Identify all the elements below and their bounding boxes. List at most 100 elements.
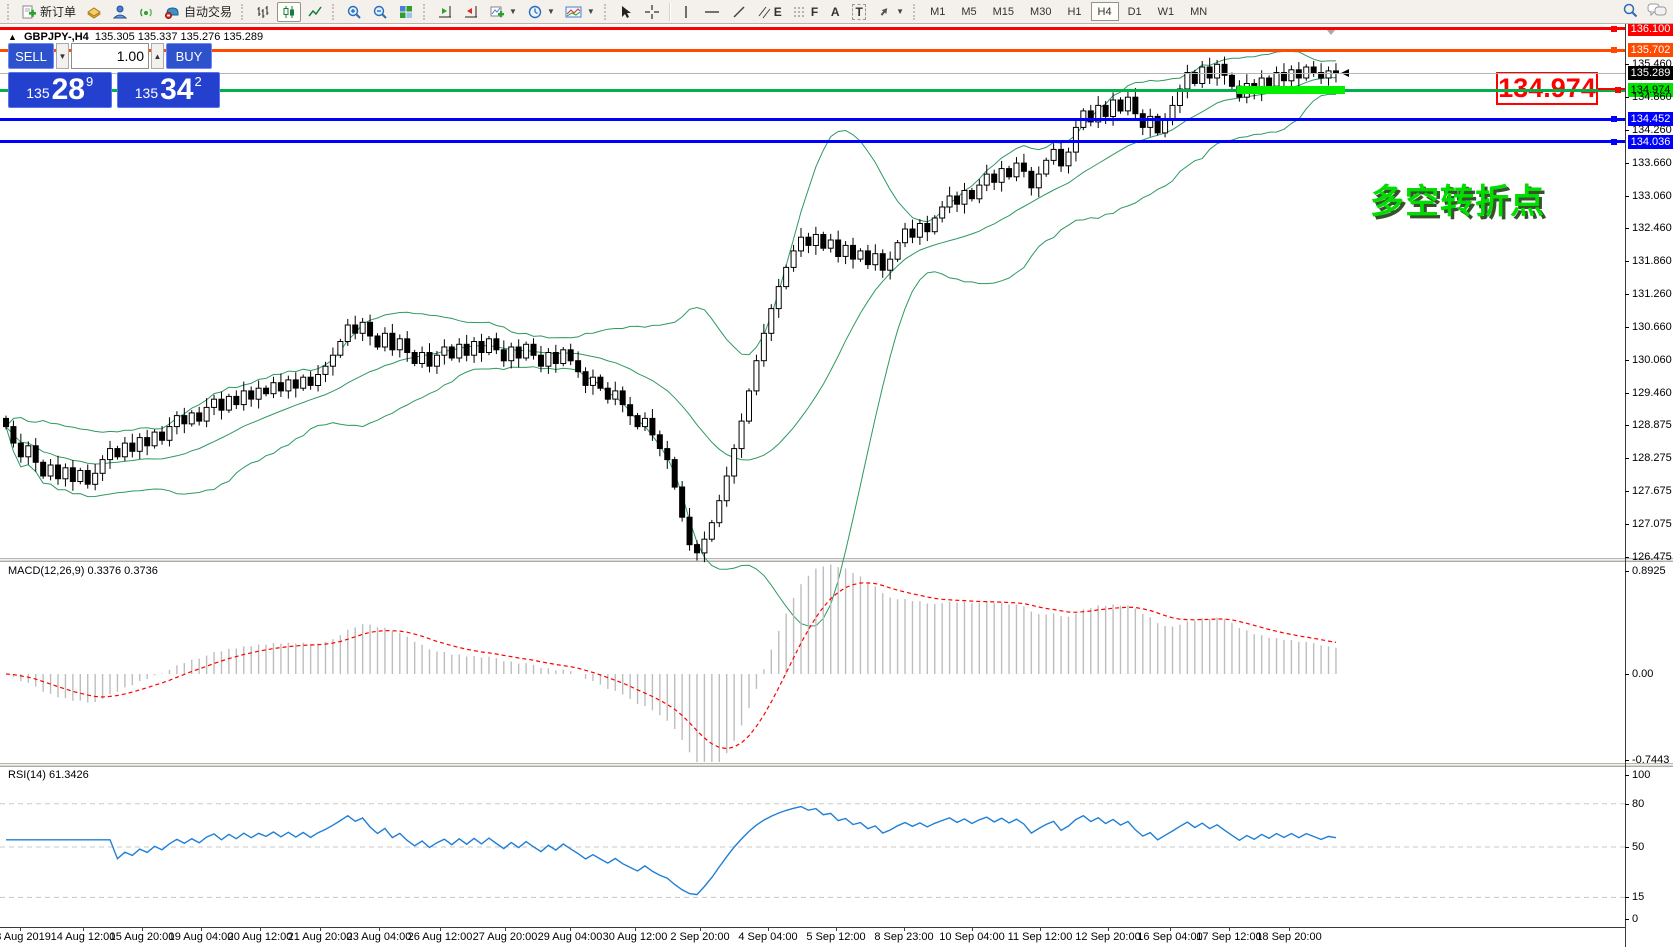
symbol-collapse-icon[interactable]: ▲ — [8, 32, 17, 42]
zoom-in-button[interactable] — [342, 2, 366, 22]
line-chart-button[interactable] — [303, 2, 327, 22]
volume-up-button[interactable]: ▲ — [151, 43, 164, 69]
tile-windows-button[interactable] — [394, 2, 418, 22]
timeframe-h1[interactable]: H1 — [1060, 2, 1088, 21]
crosshair-icon — [644, 4, 660, 20]
market-watch-icon — [86, 4, 102, 20]
toolbar-grip — [913, 3, 918, 20]
sell-price-pips: 28 — [51, 73, 85, 106]
arrows-icon — [876, 4, 892, 20]
timeframe-label: MN — [1190, 5, 1208, 18]
channel-tool-button[interactable]: E — [753, 2, 786, 22]
timeframe-label: D1 — [1127, 5, 1142, 18]
timeframe-w1[interactable]: W1 — [1151, 2, 1182, 21]
toolbar: 新订单 自动交易 — [0, 0, 1673, 24]
toolbar-grip — [241, 3, 246, 20]
autotrading-button[interactable]: 自动交易 — [160, 2, 236, 22]
buy-price-figure: 135 — [134, 85, 159, 101]
timeframe-label: H1 — [1067, 5, 1082, 18]
fibonacci-glyph: F — [810, 4, 819, 19]
trendline-tool-button[interactable] — [727, 2, 751, 22]
toolbar-grip — [603, 3, 609, 20]
signals-icon — [138, 4, 154, 20]
fibonacci-icon — [792, 4, 808, 20]
new-order-icon — [21, 4, 37, 20]
text-tool-button[interactable]: A — [824, 2, 846, 22]
period-dropdown[interactable]: ▼ — [523, 2, 559, 22]
buy-price-pips: 34 — [160, 73, 194, 106]
trendline-icon — [731, 4, 747, 20]
price-axis — [1625, 24, 1626, 947]
dropdown-arrow-icon: ▼ — [586, 7, 595, 16]
fibonacci-tool-button[interactable]: F — [788, 2, 822, 22]
dropdown-arrow-icon: ▼ — [546, 7, 555, 16]
label-tool-glyph: T — [852, 3, 866, 20]
chart-area[interactable] — [0, 24, 1673, 947]
timeframe-label: M15 — [992, 5, 1015, 18]
timeframe-m15[interactable]: M15 — [986, 2, 1021, 21]
scroll-position-marker — [1326, 29, 1336, 35]
buy-price-point: 2 — [194, 74, 202, 89]
timeframe-d1[interactable]: D1 — [1121, 2, 1149, 21]
macd-label: MACD(12,26,9) 0.3376 0.3736 — [8, 565, 158, 577]
timeframe-label: M1 — [930, 5, 946, 18]
auto-scroll-button[interactable] — [433, 2, 457, 22]
horizontal-line-icon — [703, 4, 721, 20]
signals-button[interactable] — [134, 2, 158, 22]
buy-price[interactable]: 135 34 2 — [116, 72, 220, 108]
sell-price[interactable]: 135 28 9 — [8, 72, 112, 108]
market-watch-button[interactable] — [82, 2, 106, 22]
bar-chart-button[interactable] — [251, 2, 275, 22]
price-callout-value: 134.974 — [1498, 73, 1596, 103]
rsi-label: RSI(14) 61.3426 — [8, 769, 89, 781]
channel-glyph: E — [773, 4, 782, 19]
clock-icon — [527, 4, 543, 20]
cursor-tool-button[interactable] — [614, 2, 638, 22]
timeframe-m30[interactable]: M30 — [1023, 2, 1058, 21]
search-icon[interactable] — [1622, 2, 1639, 24]
sell-price-figure: 135 — [26, 85, 50, 101]
timeframe-mn[interactable]: MN — [1183, 2, 1214, 21]
zoom-out-button[interactable] — [368, 2, 392, 22]
pane-separator[interactable] — [0, 763, 1673, 767]
bar-chart-icon — [255, 4, 271, 20]
timeframe-h4[interactable]: H4 — [1090, 2, 1119, 21]
text-label-tool-button[interactable]: T — [848, 2, 870, 22]
template-icon — [565, 4, 583, 20]
candlestick-chart-icon — [281, 4, 297, 20]
symbol-ohlc: 135.305 135.337 135.276 135.289 — [94, 31, 264, 43]
symbol-name: GBPJPY-,H4 — [23, 31, 89, 43]
buy-button[interactable]: BUY — [166, 43, 212, 69]
navigator-icon — [112, 4, 128, 20]
chart-shift-icon — [463, 4, 479, 20]
dropdown-arrow-icon: ▼ — [896, 7, 905, 16]
one-click-trading-panel: SELL ▼ ▲ BUY 135 28 9 135 34 2 — [8, 43, 220, 108]
candlestick-chart-button[interactable] — [277, 1, 302, 22]
timeframe-m1[interactable]: M1 — [923, 2, 952, 21]
vertical-line-tool-button[interactable] — [675, 2, 697, 22]
sell-button[interactable]: SELL — [8, 43, 54, 69]
horizontal-line-tool-button[interactable] — [699, 2, 725, 22]
timeframe-m5[interactable]: M5 — [954, 2, 983, 21]
toolbar-grip — [423, 3, 428, 20]
line-chart-icon — [307, 4, 323, 20]
toolbar-grip — [7, 3, 12, 20]
volume-input[interactable] — [71, 43, 149, 69]
vertical-line-icon — [679, 4, 693, 20]
symbol-info: ▲ GBPJPY-,H4 135.305 135.337 135.276 135… — [8, 31, 263, 43]
arrows-dropdown[interactable]: ▼ — [872, 2, 908, 22]
zoom-out-icon — [372, 4, 388, 20]
chart-shift-button[interactable] — [459, 2, 483, 22]
navigator-button[interactable] — [108, 2, 132, 22]
crosshair-tool-button[interactable] — [640, 2, 664, 22]
new-order-button[interactable]: 新订单 — [17, 2, 80, 22]
time-axis — [0, 927, 1626, 928]
chat-icon[interactable] — [1647, 2, 1667, 24]
new-chart-dropdown[interactable]: ▼ — [485, 2, 521, 22]
template-dropdown[interactable]: ▼ — [561, 2, 599, 22]
auto-scroll-icon — [437, 4, 453, 20]
volume-down-button[interactable]: ▼ — [56, 43, 69, 69]
cursor-icon — [618, 4, 634, 20]
pane-separator[interactable] — [0, 558, 1673, 562]
